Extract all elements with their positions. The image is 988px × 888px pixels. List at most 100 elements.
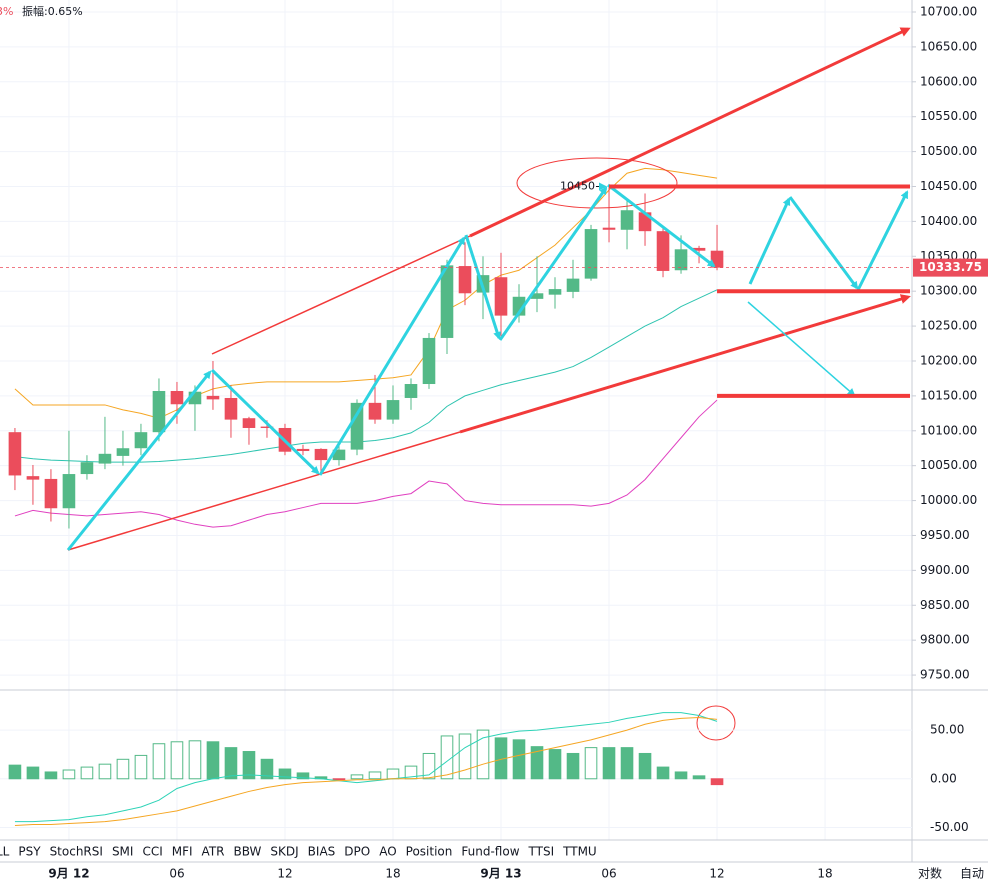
indicator-tab[interactable]: BBW bbox=[234, 845, 262, 859]
overlay-line bbox=[14, 289, 718, 463]
change-text: 3% bbox=[0, 5, 13, 18]
histogram-bar bbox=[80, 766, 94, 780]
candle-body bbox=[260, 426, 274, 428]
histogram-bar bbox=[476, 729, 490, 780]
arrow bbox=[856, 190, 909, 291]
candle-body bbox=[368, 402, 382, 420]
histogram-bar bbox=[260, 758, 274, 780]
candle-body bbox=[584, 229, 598, 279]
overlay-line bbox=[14, 399, 718, 528]
y-tick-label: 10050.00 bbox=[920, 458, 977, 472]
scale-button[interactable]: 对数 bbox=[918, 866, 942, 881]
candle-body bbox=[404, 384, 418, 398]
histogram-bar bbox=[422, 752, 436, 780]
x-tick-label: 06 bbox=[169, 867, 184, 881]
histogram-bar bbox=[332, 778, 346, 781]
indicator-tab[interactable]: CCI bbox=[142, 845, 162, 859]
y-tick-label: 0.00 bbox=[930, 771, 957, 785]
candle-body bbox=[98, 453, 112, 464]
y-tick-label: 10300.00 bbox=[920, 284, 977, 298]
y-tick-label: 10700.00 bbox=[920, 5, 977, 19]
candle-body bbox=[458, 266, 472, 294]
histogram-bar bbox=[566, 752, 580, 780]
candle-body bbox=[152, 390, 166, 433]
histogram-bar bbox=[98, 763, 112, 780]
candle-body bbox=[512, 296, 526, 316]
indicator-tab[interactable]: MFI bbox=[172, 845, 193, 859]
histogram-bar bbox=[710, 778, 724, 786]
histogram-bar bbox=[62, 769, 76, 780]
y-tick-label: 10200.00 bbox=[920, 353, 977, 367]
y-tick-label: 10650.00 bbox=[920, 39, 977, 53]
arrow bbox=[788, 196, 859, 290]
histogram-bar bbox=[152, 743, 166, 780]
indicator-tab[interactable]: SKDJ bbox=[270, 845, 298, 859]
scale-button[interactable]: 自动 bbox=[960, 867, 984, 881]
histogram-bar bbox=[530, 746, 544, 780]
indicator-tab[interactable]: LL bbox=[0, 845, 10, 859]
histogram-bar bbox=[224, 747, 238, 780]
indicator-tab[interactable]: TTMU bbox=[562, 845, 597, 859]
x-tick-label: 9月 13 bbox=[480, 867, 521, 881]
candle-body bbox=[26, 476, 40, 480]
circle-mark bbox=[696, 705, 736, 741]
histogram-bar bbox=[278, 768, 292, 780]
arrow bbox=[607, 183, 716, 268]
indicator-tab[interactable]: Fund-flow bbox=[461, 845, 519, 859]
indicator-tab[interactable]: BIAS bbox=[308, 845, 336, 859]
candle-body bbox=[350, 402, 364, 450]
histogram-bar bbox=[8, 764, 22, 780]
candle-body bbox=[656, 231, 670, 271]
arrow bbox=[748, 197, 791, 285]
histogram-bar bbox=[44, 771, 58, 780]
histogram-bar bbox=[638, 752, 652, 780]
indicator-tab[interactable]: TTSI bbox=[528, 845, 555, 859]
candles bbox=[8, 186, 724, 529]
y-tick-label: 10250.00 bbox=[920, 319, 977, 333]
x-tick-label: 18 bbox=[817, 867, 832, 881]
y-tick-label: -50.00 bbox=[930, 820, 969, 834]
grid bbox=[0, 0, 912, 840]
indicator-tab[interactable]: SMI bbox=[112, 845, 134, 859]
candle-body bbox=[224, 397, 238, 420]
y-tick-label: 10450.00 bbox=[920, 179, 977, 193]
arrow bbox=[318, 236, 466, 476]
candle-body bbox=[566, 278, 580, 292]
indicator-tab[interactable]: ATR bbox=[202, 845, 225, 859]
trend-line bbox=[459, 294, 911, 434]
candle-body bbox=[44, 478, 58, 509]
candle-body bbox=[116, 448, 130, 456]
indicator-tab[interactable]: DPO bbox=[344, 845, 370, 859]
histogram-bar bbox=[188, 740, 202, 780]
candle-body bbox=[494, 277, 508, 316]
candle-body bbox=[134, 432, 148, 449]
indicator-tab[interactable]: AO bbox=[379, 845, 396, 859]
y-tick-label: 50.00 bbox=[930, 723, 964, 737]
candle-body bbox=[440, 265, 454, 338]
histogram-bar bbox=[386, 768, 400, 780]
candle-body bbox=[602, 227, 616, 230]
x-tick-label: 9月 12 bbox=[48, 867, 89, 881]
histogram-bar bbox=[602, 747, 616, 780]
histogram-bar bbox=[26, 766, 40, 780]
indicator-tab[interactable]: StochRSI bbox=[50, 845, 103, 859]
indicator-tab[interactable]: Position bbox=[406, 845, 453, 859]
histogram-bar bbox=[206, 741, 220, 780]
indicator-tab[interactable]: PSY bbox=[18, 845, 41, 859]
arrow bbox=[66, 370, 212, 551]
candle-body bbox=[314, 448, 328, 461]
candle-body bbox=[548, 289, 562, 295]
histogram-bar bbox=[656, 766, 670, 780]
histogram-bar bbox=[170, 741, 184, 780]
histogram-bar bbox=[458, 733, 472, 780]
histogram-bar bbox=[620, 747, 634, 780]
y-tick-label: 9950.00 bbox=[920, 528, 970, 542]
y-tick-label: 9750.00 bbox=[920, 668, 970, 682]
circle-mark bbox=[516, 157, 678, 209]
histogram-bar bbox=[296, 772, 310, 780]
x-tick-label: 18 bbox=[385, 867, 400, 881]
trend-line bbox=[67, 431, 461, 551]
histogram-bar bbox=[242, 751, 256, 780]
histogram-bar bbox=[548, 749, 562, 780]
x-tick-label: 12 bbox=[709, 867, 724, 881]
